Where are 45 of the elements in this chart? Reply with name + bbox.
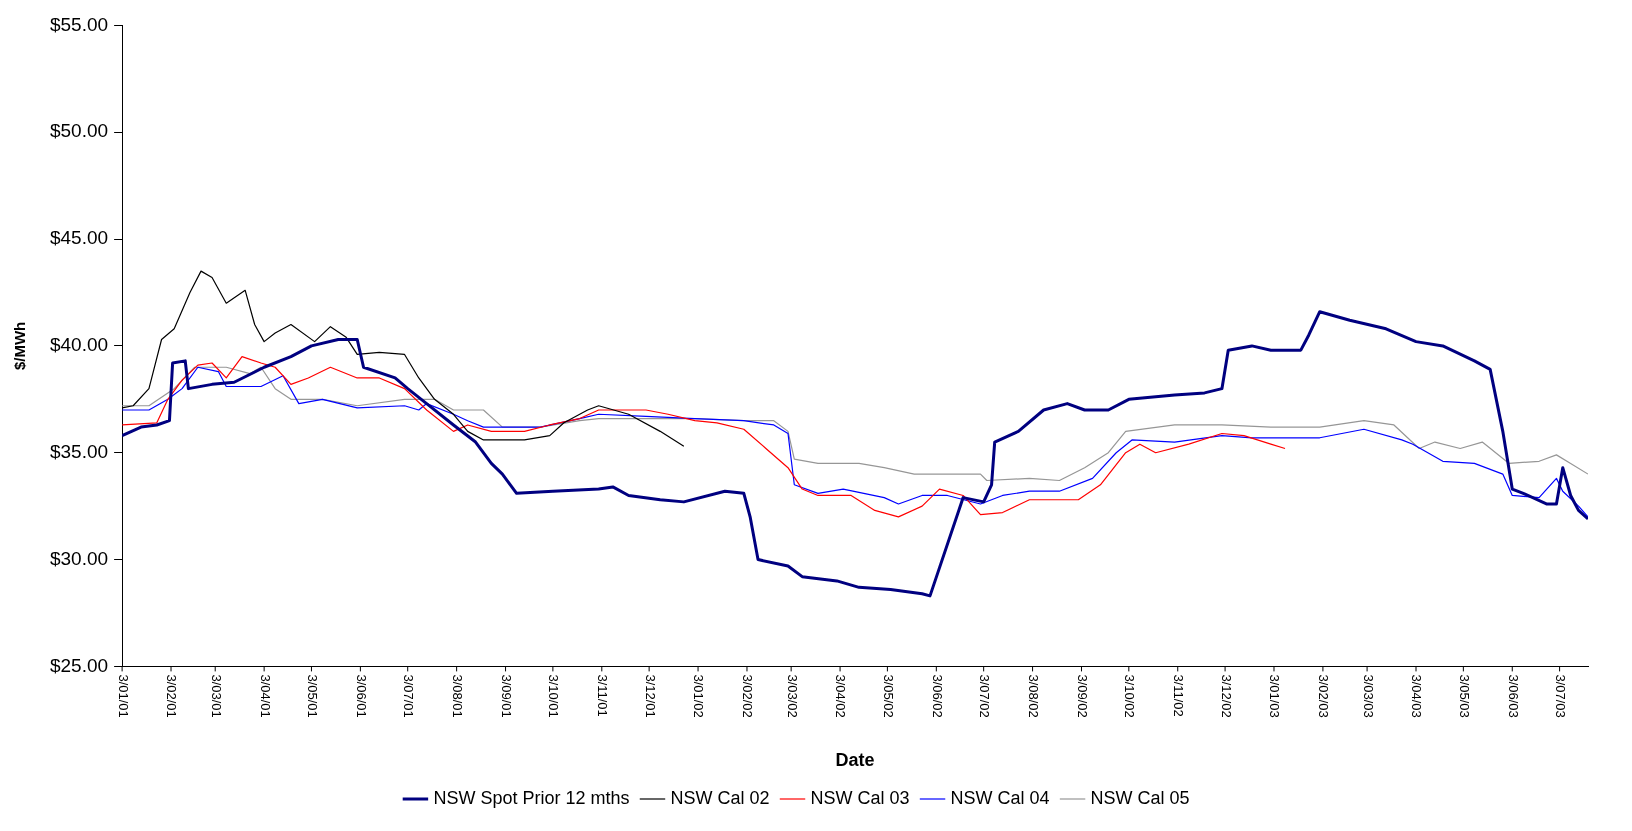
x-tick-label: 3/08/01	[450, 674, 466, 718]
x-tick-label: 3/01/02	[691, 674, 707, 718]
x-tick-label: 3/12/02	[1218, 674, 1234, 718]
x-tick-label: 3/06/01	[353, 674, 369, 718]
x-tick-label: 3/01/03	[1267, 674, 1283, 718]
x-tick-label: 3/04/03	[1409, 674, 1425, 718]
x-tick-label: 3/09/02	[1074, 674, 1090, 718]
x-tick-label: 3/07/02	[977, 674, 993, 718]
legend-label: NSW Cal 03	[810, 787, 910, 808]
x-tick-label: 3/11/02	[1171, 674, 1187, 717]
x-tick-label: 3/12/01	[642, 674, 658, 718]
y-tick-label: $40.00	[49, 334, 109, 356]
y-tick-label: $25.00	[49, 654, 109, 676]
x-tick-label: 3/02/03	[1316, 674, 1332, 718]
legend-label: NSW Cal 04	[950, 787, 1050, 808]
y-tick-label: $30.00	[49, 547, 109, 569]
x-tick-label: 3/11/01	[595, 674, 611, 717]
x-tick-label: 3/04/01	[257, 674, 273, 718]
y-tick-label: $50.00	[49, 120, 109, 142]
x-tick-label: 3/02/01	[164, 674, 180, 718]
x-tick-label: 3/07/03	[1553, 674, 1569, 718]
x-tick-label: 3/05/02	[880, 674, 896, 718]
x-tick-label: 3/10/02	[1122, 674, 1138, 718]
x-tick-label: 3/05/03	[1456, 674, 1472, 718]
x-tick-label: 3/05/01	[304, 674, 320, 718]
x-tick-label: 3/01/01	[115, 674, 131, 718]
x-tick-label: 3/03/01	[208, 674, 224, 718]
x-tick-label: 3/10/01	[546, 674, 562, 718]
x-tick-label: 3/08/02	[1025, 674, 1041, 718]
x-tick-label: 3/02/02	[740, 674, 756, 718]
x-tick-label: 3/04/02	[833, 674, 849, 718]
x-tick-label: 3/06/03	[1505, 674, 1521, 718]
y-tick-label: $55.00	[49, 13, 109, 35]
legend-label: NSW Cal 02	[670, 787, 770, 808]
y-tick-label: $45.00	[49, 227, 109, 249]
x-axis-title: Date	[835, 750, 875, 771]
legend-label: NSW Cal 05	[1090, 787, 1190, 808]
x-tick-label: 3/03/02	[784, 674, 800, 718]
x-tick-label: 3/03/03	[1360, 674, 1376, 718]
y-tick-label: $35.00	[49, 440, 109, 462]
x-tick-label: 3/07/01	[401, 674, 417, 718]
legend-label: NSW Spot Prior 12 mths	[433, 787, 630, 808]
x-tick-label: 3/06/02	[929, 674, 945, 718]
x-tick-label: 3/09/01	[498, 674, 514, 718]
y-axis-title: $/MWh	[11, 321, 29, 371]
